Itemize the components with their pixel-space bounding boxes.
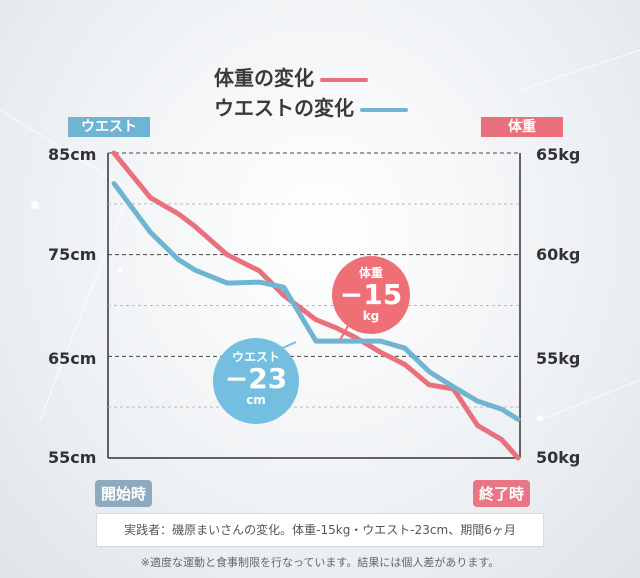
end-badge: 終了時 (473, 480, 531, 507)
waist-series-line (111, 181, 521, 422)
start-badge: 開始時 (95, 480, 153, 507)
waist-bubble-label: ウエスト (231, 350, 280, 364)
legend-weight-swatch (320, 77, 368, 82)
right-tick-label: 65kg (536, 145, 581, 164)
right-tick-label: 55kg (536, 349, 581, 368)
weight-series-line (111, 150, 521, 461)
practitioner-note: 実践者：磯原まいさんの変化。体重-15kg・ウエスト-23cm、期間6ヶ月 (96, 513, 544, 547)
legend-waist: ウエストの変化 (214, 92, 408, 121)
weight-bubble-label: 体重 (358, 266, 383, 280)
weight-bubble-unit: kg (362, 309, 380, 323)
weight-change-bubble: 体重 −15 kg (332, 256, 410, 334)
left-tick-label: 75cm (48, 245, 97, 264)
right-axis-tag: 体重 (481, 117, 563, 137)
legend-waist-swatch (360, 107, 408, 112)
weight-bubble-value: −15 (339, 278, 403, 311)
disclaimer-text: ※適度な運動と食事制限を行なっています。結果には個人差があります。 (140, 556, 500, 569)
left-axis-tag: ウエスト (68, 117, 150, 137)
left-tick-label: 55cm (48, 448, 97, 467)
legend-weight-label: 体重の変化 (214, 66, 314, 90)
waist-bubble-unit: cm (246, 393, 266, 407)
legend-weight: 体重の変化 (214, 62, 368, 91)
waist-change-bubble: ウエスト −23 cm (213, 338, 299, 424)
waist-bubble-value: −23 (224, 362, 288, 395)
right-tick-label: 60kg (536, 245, 581, 264)
left-tick-label: 65cm (48, 349, 97, 368)
left-tick-label: 85cm (48, 145, 97, 164)
right-tick-label: 50kg (536, 448, 581, 467)
legend-waist-label: ウエストの変化 (214, 96, 354, 120)
